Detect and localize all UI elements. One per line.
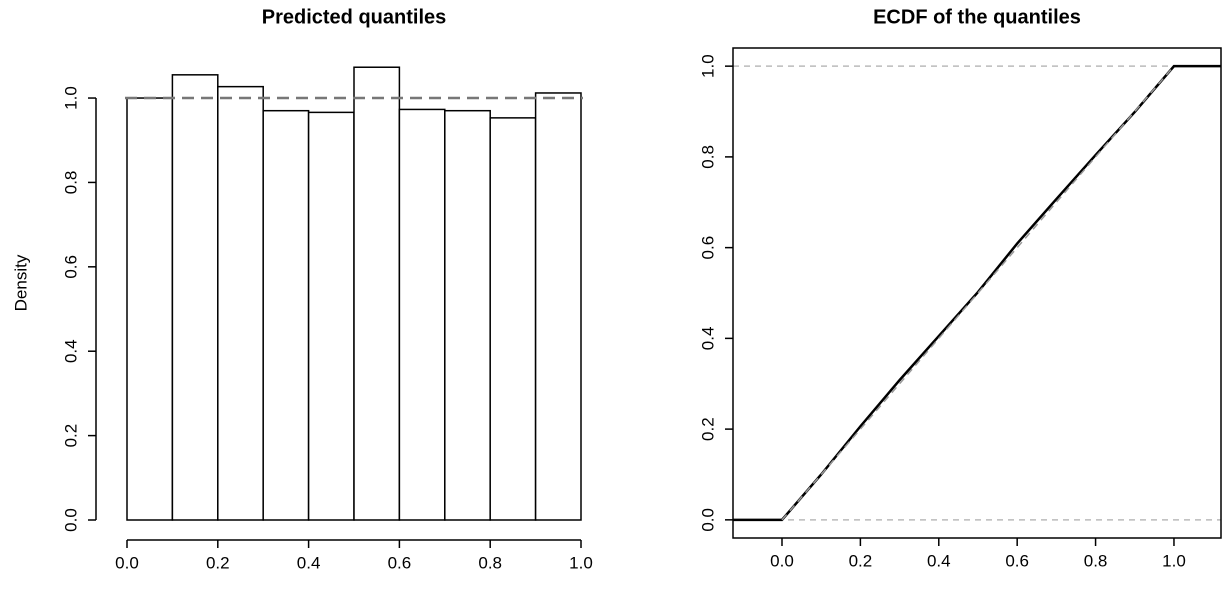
histogram-bar — [444, 109, 491, 521]
y-tick-label: 0.0 — [61, 508, 80, 532]
histogram-bar — [307, 111, 355, 521]
y-tick-label: 0.4 — [698, 327, 717, 351]
x-tick-label: 0.4 — [297, 553, 321, 572]
y-tick-label: 1.0 — [698, 54, 717, 78]
x-tick-label: 0.6 — [1005, 551, 1029, 570]
x-tick-label: 0.2 — [206, 553, 230, 572]
histogram-bar — [489, 117, 537, 521]
histogram-bar — [353, 66, 401, 521]
line-series — [733, 64, 1221, 522]
y-tick-label: 0.6 — [61, 255, 80, 279]
y-tick-label: 0.6 — [698, 236, 717, 260]
x-tick-label: 0.4 — [927, 551, 951, 570]
chart-title: Predicted quantiles — [262, 6, 447, 28]
x-tick-label: 1.0 — [569, 553, 593, 572]
y-tick-label: 0.2 — [698, 417, 717, 441]
x-tick-label: 1.0 — [1162, 551, 1186, 570]
chart-title: ECDF of the quantiles — [873, 6, 1081, 28]
x-tick-label: 0.8 — [1084, 551, 1108, 570]
y-axis-label: Density — [11, 254, 30, 311]
histogram-bar — [171, 74, 219, 521]
y-tick-label: 0.8 — [61, 171, 80, 195]
y-tick-label: 0.2 — [61, 424, 80, 448]
histogram-bar — [217, 85, 264, 521]
plot-frame — [732, 47, 1222, 539]
x-tick-label: 0.0 — [115, 553, 139, 572]
x-tick-label: 0.6 — [388, 553, 412, 572]
y-tick-label: 0.0 — [698, 508, 717, 532]
line-series — [781, 65, 1175, 521]
histogram-bar — [262, 109, 310, 521]
y-tick-label: 1.0 — [61, 86, 80, 110]
x-tick-label: 0.0 — [770, 551, 794, 570]
x-tick-label: 0.2 — [849, 551, 873, 570]
histogram-bar — [126, 97, 174, 521]
histogram-bar — [534, 92, 582, 521]
x-tick-label: 0.8 — [478, 553, 502, 572]
y-tick-label: 0.4 — [61, 339, 80, 363]
histogram-bar — [398, 108, 446, 521]
y-tick-label: 0.8 — [698, 145, 717, 169]
